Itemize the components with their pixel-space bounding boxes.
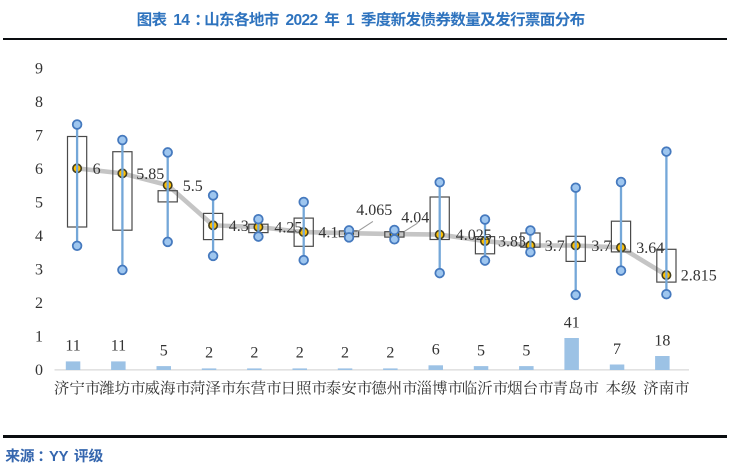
svg-text:2: 2 [250,345,258,362]
svg-text:烟台市: 烟台市 [507,380,554,397]
svg-text:5.85: 5.85 [136,166,164,183]
svg-text:8: 8 [35,94,43,111]
svg-text:济南市: 济南市 [643,379,690,397]
svg-text:6: 6 [432,342,440,359]
svg-text:5: 5 [35,195,43,212]
svg-text:2: 2 [341,345,349,362]
svg-text:11: 11 [111,338,126,355]
svg-text:11: 11 [65,338,80,355]
svg-text:淄博市: 淄博市 [416,380,463,397]
svg-text:4.25: 4.25 [274,220,302,237]
svg-text:4: 4 [35,228,43,245]
svg-text:41: 41 [564,314,580,331]
svg-text:4.065: 4.065 [356,202,392,219]
svg-text:3.7: 3.7 [591,238,611,255]
svg-text:潍坊市: 潍坊市 [99,380,146,397]
svg-text:4.04: 4.04 [401,210,429,227]
svg-text:5.5: 5.5 [183,178,203,195]
svg-text:菏泽市: 菏泽市 [190,380,237,397]
svg-text:日照市: 日照市 [280,380,327,397]
svg-text:3: 3 [35,262,43,279]
svg-text:4.3: 4.3 [229,218,249,235]
svg-text:2: 2 [296,345,304,362]
svg-text:7: 7 [613,341,621,358]
svg-text:5: 5 [477,342,485,359]
svg-text:2: 2 [35,295,43,312]
svg-text:2.815: 2.815 [681,268,717,285]
svg-text:9: 9 [35,61,43,78]
svg-text:5: 5 [160,342,168,359]
svg-text:泰安市: 泰安市 [326,379,373,397]
svg-text:5: 5 [522,342,530,359]
svg-text:0: 0 [35,362,43,379]
svg-text:临沂市: 临沂市 [462,379,509,397]
svg-text:1: 1 [35,329,43,346]
svg-text:4.025: 4.025 [456,227,492,244]
svg-text:7: 7 [35,128,43,145]
svg-text:青岛市: 青岛市 [552,379,599,397]
svg-text:3.83: 3.83 [498,234,526,251]
svg-text:济宁市: 济宁市 [54,379,101,397]
svg-text:东营市: 东营市 [235,379,282,397]
svg-text:3.7: 3.7 [545,238,565,255]
svg-text:6: 6 [93,161,101,178]
svg-text:3.64: 3.64 [636,240,664,257]
svg-text:6: 6 [35,161,43,178]
svg-text:18: 18 [654,332,670,349]
svg-text:本级: 本级 [605,379,637,397]
svg-text:威海市: 威海市 [144,380,191,397]
svg-text:2: 2 [386,345,394,362]
svg-text:德州市: 德州市 [371,380,418,397]
svg-text:2: 2 [205,345,213,362]
svg-text:4.1: 4.1 [318,225,338,242]
